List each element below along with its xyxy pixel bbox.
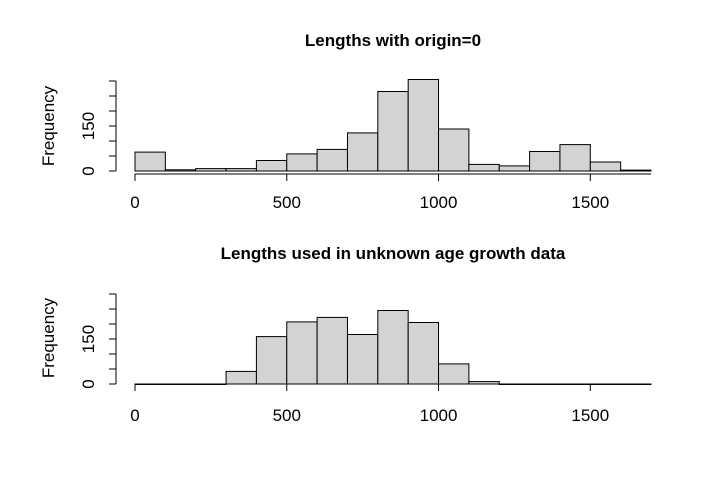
histogram-panel-origin: Lengths with origin=0 Frequency 0 500 1000…	[39, 31, 652, 212]
histogram-bar	[316, 316, 348, 385]
histogram-bar	[286, 153, 318, 172]
bar-group	[134, 310, 652, 385]
y-tick-label: 150	[79, 112, 98, 140]
histogram-bar	[377, 91, 409, 172]
x-tick-label: 500	[273, 406, 301, 425]
histogram-bar	[346, 132, 379, 172]
y-tick-label: 0	[79, 166, 98, 175]
histogram-bar	[316, 148, 348, 172]
x-tick-label: 1500	[571, 406, 609, 425]
x-axis: 0 500 1000 1500	[130, 173, 651, 212]
histogram-bar	[286, 321, 318, 385]
histogram-panel-growth-data: Lengths used in unknown age growth data …	[39, 244, 652, 425]
histogram-bar	[225, 370, 257, 385]
y-axis: 0 150	[79, 293, 117, 389]
histogram-bar	[468, 163, 500, 172]
histogram-bar	[377, 310, 409, 385]
histogram-bar	[438, 363, 470, 385]
y-tick-label: 0	[79, 379, 98, 388]
x-tick-label: 1000	[420, 193, 458, 212]
x-axis: 0 500 1000 1500	[130, 383, 651, 425]
histogram-bar	[407, 322, 440, 385]
x-tick-label: 500	[273, 193, 301, 212]
histogram-bar	[225, 168, 257, 172]
y-axis-label: Frequency	[39, 297, 58, 378]
x-tick-label: 0	[130, 406, 139, 425]
chart-title: Lengths with origin=0	[305, 31, 481, 50]
x-tick-label: 1500	[571, 193, 609, 212]
bar-group	[134, 79, 652, 172]
histogram-bar	[498, 165, 531, 172]
histogram-bar	[255, 336, 288, 385]
histogram-bar	[134, 151, 166, 172]
y-axis: 0 150	[79, 80, 117, 176]
histogram-bar	[407, 79, 440, 172]
x-tick-label: 1000	[420, 406, 458, 425]
histogram-bar	[529, 151, 561, 172]
histogram-bar	[255, 160, 288, 172]
x-tick-label: 0	[130, 193, 139, 212]
y-axis-label: Frequency	[39, 85, 58, 166]
histogram-bar	[164, 169, 197, 172]
histogram-bar	[620, 169, 652, 172]
histogram-bar	[438, 128, 470, 172]
chart-title: Lengths used in unknown age growth data	[221, 244, 566, 263]
histogram-bar	[195, 168, 227, 172]
histogram-bar	[589, 161, 622, 172]
histogram-bar	[559, 144, 591, 172]
histogram-bar	[346, 334, 379, 385]
y-tick-label: 150	[79, 325, 98, 353]
